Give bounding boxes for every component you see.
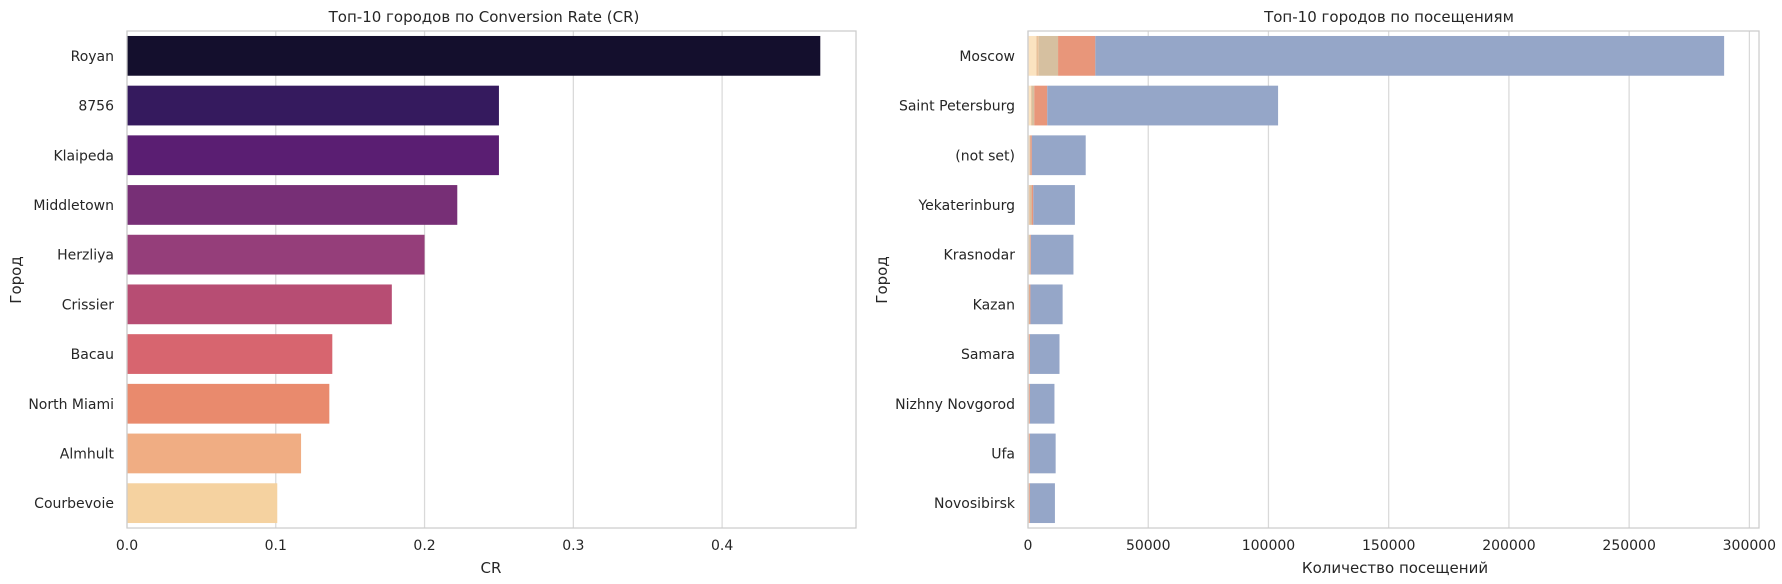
y-tick-label: Novosibirsk: [934, 496, 1016, 512]
cr-chart: Топ-10 городов по Conversion Rate (CR) R…: [7, 8, 857, 577]
y-tick-label: Almhult: [60, 446, 115, 462]
bar: [127, 35, 821, 76]
y-tick-label: 8756: [78, 99, 114, 115]
bar-segment: [1034, 85, 1048, 126]
chart-title: Топ-10 городов по Conversion Rate (CR): [328, 8, 640, 26]
bar-segment: [1095, 35, 1725, 76]
bar-segment: [1029, 185, 1032, 225]
x-tick-labels: 0 50000 100000 150000 200000 250000 300000: [1024, 538, 1777, 554]
y-tick-label: North Miami: [28, 397, 114, 413]
bar-segment: [1031, 185, 1034, 225]
x-axis-label: Количество посещений: [1302, 559, 1488, 577]
bar-segment: [1029, 234, 1031, 275]
plot-frame: [1027, 30, 1760, 529]
bar-segment: [1029, 334, 1030, 374]
bar: [127, 334, 333, 374]
y-tick-label: (not set): [955, 148, 1015, 164]
y-tick-label: Kazan: [973, 297, 1015, 313]
bar-segment: [1029, 433, 1056, 474]
bar-segment: [1029, 135, 1031, 176]
bar-segment: [1029, 383, 1055, 424]
chart-title: Топ-10 городов по посещениям: [1263, 8, 1514, 26]
bar-segment: [1036, 35, 1039, 76]
x-tick-labels: 0.0 0.1 0.2 0.3 0.4: [116, 538, 733, 554]
bar-segment: [1030, 234, 1074, 275]
x-tick-label: 100000: [1242, 538, 1295, 554]
bar-segment: [1030, 284, 1063, 325]
bar: [127, 135, 499, 176]
y-tick-label: Crissier: [62, 297, 115, 313]
x-tick-label: 0.4: [711, 538, 733, 554]
y-tick-labels: Royan 8756 Klaipeda Middletown Herzliya Criss…: [28, 49, 114, 512]
bar-segment: [1029, 483, 1030, 524]
bar: [127, 85, 499, 126]
bar: [127, 284, 392, 325]
x-tick-label: 200000: [1482, 538, 1535, 554]
bar-segment: [1029, 334, 1060, 374]
visits-chart: Топ-10 городов по посещениям Moscow Saint…: [873, 8, 1776, 577]
x-axis-label: CR: [481, 559, 502, 577]
bar: [127, 234, 425, 275]
bar-segment: [1029, 284, 1031, 325]
bar-segment: [1058, 35, 1096, 76]
y-tick-label: Klaipeda: [53, 148, 114, 164]
x-tick-label: 0.0: [116, 538, 138, 554]
y-axis-label: Город: [7, 256, 25, 303]
x-tick-label: 0.2: [413, 538, 435, 554]
x-tick-label: 0.3: [562, 538, 584, 554]
bar-segment: [1028, 284, 1030, 325]
bar: [127, 483, 278, 524]
bar-segment: [1028, 185, 1030, 225]
y-tick-label: Yekaterinburg: [917, 198, 1015, 214]
y-tick-label: Herzliya: [57, 248, 114, 264]
bar-segment: [1033, 185, 1075, 225]
y-tick-label: Royan: [71, 49, 114, 65]
x-tick-label: 0.1: [265, 538, 287, 554]
x-tick-label: 150000: [1362, 538, 1415, 554]
bar-segment: [1028, 85, 1031, 126]
bar: [127, 433, 302, 474]
y-tick-label: Courbevoie: [34, 496, 114, 512]
bar-segment: [1031, 135, 1086, 176]
y-tick-label: Ufa: [991, 446, 1015, 462]
y-tick-label: Nizhny Novgorod: [895, 397, 1015, 413]
bars: [1028, 35, 1725, 524]
bar-segment: [1029, 383, 1030, 424]
bar-segment: [1038, 35, 1059, 76]
x-tick-label: 250000: [1602, 538, 1655, 554]
x-tick-label: 300000: [1723, 538, 1776, 554]
x-tick-label: 0: [1024, 538, 1033, 554]
bar-segment: [1031, 85, 1035, 126]
y-tick-label: Moscow: [959, 49, 1015, 65]
bar-segment: [1029, 433, 1030, 474]
bar: [127, 383, 330, 424]
y-tick-label: Middletown: [33, 198, 114, 214]
bar-segment: [1030, 135, 1032, 176]
y-tick-label: Bacau: [71, 347, 114, 363]
bar-segment: [1028, 35, 1037, 76]
x-tick-label: 50000: [1126, 538, 1171, 554]
y-tick-label: Samara: [961, 347, 1015, 363]
y-tick-labels: Moscow Saint Petersburg (not set) Yekaterin…: [895, 49, 1016, 512]
y-tick-label: Saint Petersburg: [899, 99, 1015, 115]
bar-segment: [1047, 85, 1279, 126]
y-tick-label: Krasnodar: [944, 248, 1016, 264]
bar: [127, 185, 458, 225]
y-axis-label: Город: [873, 256, 891, 303]
bar-segment: [1029, 483, 1055, 524]
plot-frame: [126, 30, 857, 529]
bar-segment: [1030, 85, 1032, 126]
bars: [127, 35, 821, 524]
bar-segment: [1030, 234, 1031, 275]
